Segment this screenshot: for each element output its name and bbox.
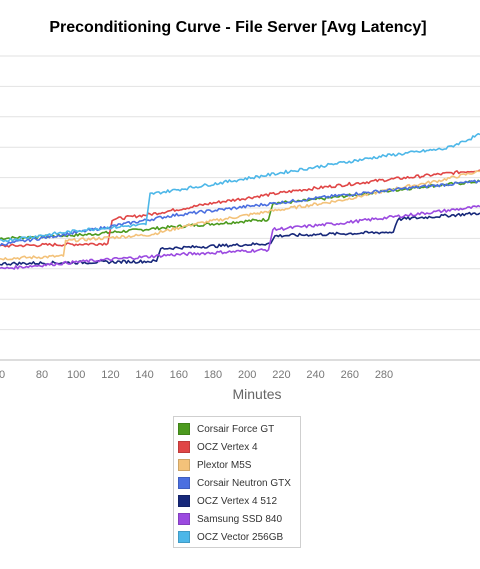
x-tick-label: 280 xyxy=(375,369,393,381)
legend-item: OCZ Vector 256GB xyxy=(174,528,300,546)
x-tick-label: 80 xyxy=(36,369,48,381)
legend-label: Samsung SSD 840 xyxy=(197,513,283,525)
legend-label: Plextor M5S xyxy=(197,459,252,471)
series-line xyxy=(0,169,480,248)
x-tick-label: 120 xyxy=(101,369,119,381)
legend-swatch xyxy=(178,423,190,435)
legend-swatch xyxy=(178,531,190,543)
legend-label: OCZ Vector 256GB xyxy=(197,531,284,543)
x-tick-label: 200 xyxy=(238,369,256,381)
x-tick-labels: 0 80 100 120 140 160 180 200 220 240 260 280 xyxy=(0,369,393,381)
legend-label: OCZ Vertex 4 512 xyxy=(197,495,278,507)
chart-title: Preconditioning Curve - File Server [Avg… xyxy=(49,19,427,36)
legend-swatch xyxy=(178,477,190,489)
legend-item: OCZ Vertex 4 512 xyxy=(174,492,300,510)
series-line xyxy=(0,204,480,270)
legend-swatch xyxy=(178,513,190,525)
series-line xyxy=(0,133,480,243)
series-lines xyxy=(0,133,480,270)
legend-label: Corsair Neutron GTX xyxy=(197,477,291,489)
x-tick-label: 240 xyxy=(306,369,324,381)
x-tick-label: 0 xyxy=(0,369,5,381)
legend-label: OCZ Vertex 4 xyxy=(197,441,258,453)
legend-item: Samsung SSD 840 xyxy=(174,510,300,528)
x-tick-label: 220 xyxy=(272,369,290,381)
x-tick-label: 100 xyxy=(67,369,85,381)
legend-item: Corsair Force GT xyxy=(174,420,300,438)
legend-swatch xyxy=(178,441,190,453)
legend-swatch xyxy=(178,495,190,507)
legend-item: OCZ Vertex 4 xyxy=(174,438,300,456)
series-line xyxy=(0,179,480,241)
legend: Corsair Force GT OCZ Vertex 4 Plextor M5S C… xyxy=(173,416,301,548)
x-tick-label: 140 xyxy=(135,369,153,381)
legend-item: Plextor M5S xyxy=(174,456,300,474)
legend-item: Corsair Neutron GTX xyxy=(174,474,300,492)
legend-label: Corsair Force GT xyxy=(197,423,275,435)
x-tick-label: 160 xyxy=(170,369,188,381)
x-tick-label: 260 xyxy=(341,369,359,381)
legend-swatch xyxy=(178,459,190,471)
x-axis-label: Minutes xyxy=(232,386,282,402)
x-tick-label: 180 xyxy=(204,369,222,381)
grid-lines xyxy=(0,55,480,361)
